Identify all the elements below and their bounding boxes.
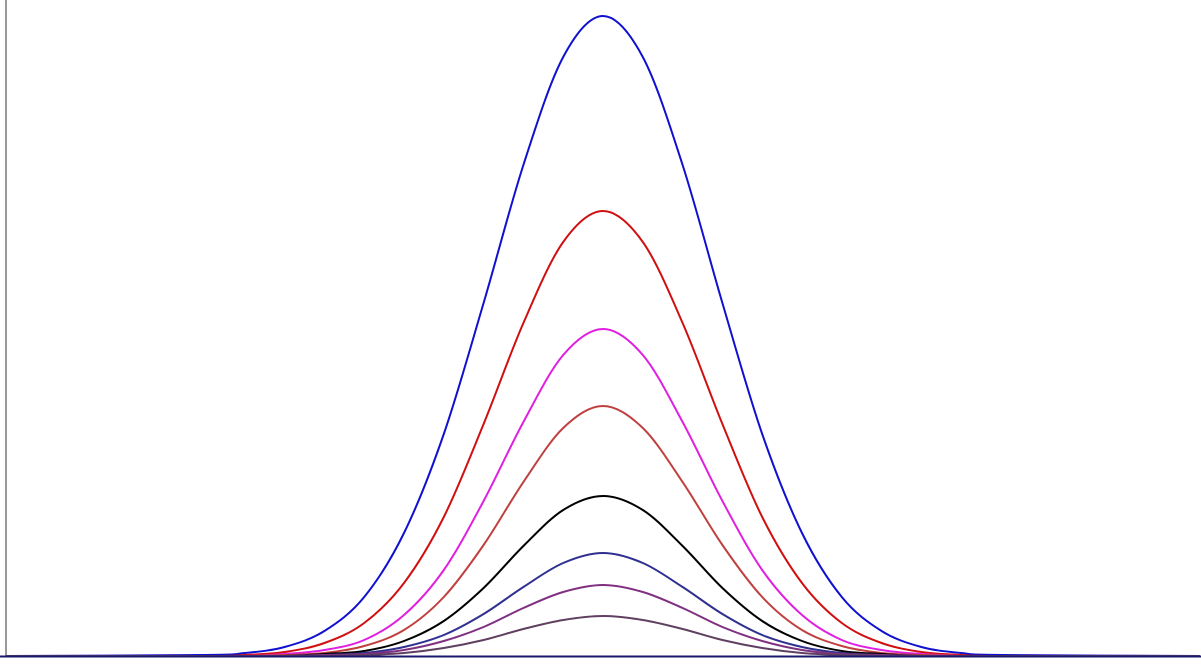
line-series bbox=[6, 494, 1200, 658]
line-series bbox=[6, 551, 1200, 658]
line-series bbox=[6, 404, 1200, 658]
line-series bbox=[6, 614, 1200, 658]
line-series bbox=[5, 14, 1201, 657]
line-series bbox=[6, 583, 1200, 658]
line-series bbox=[6, 327, 1200, 658]
line-series bbox=[6, 209, 1200, 658]
